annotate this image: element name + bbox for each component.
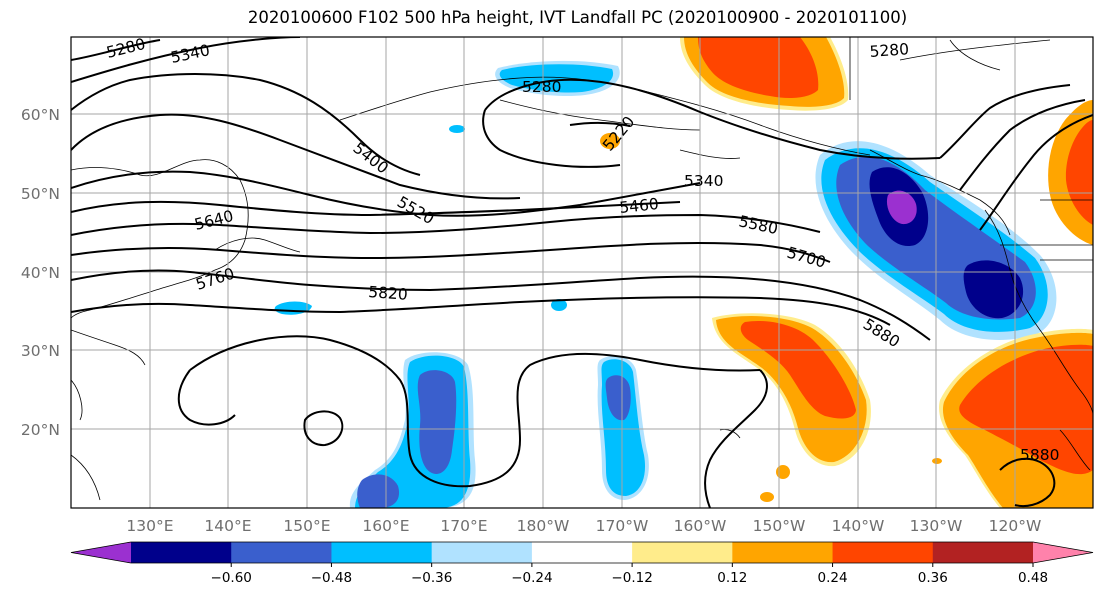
colorbar-tick-label: 0.12 (717, 570, 747, 586)
colorbar-segment (431, 542, 533, 563)
shade-pos-alaska-red (698, 37, 819, 98)
height-contours (71, 37, 1093, 508)
colorbar-segment (832, 542, 934, 563)
shade-pos-spot-a (776, 465, 790, 479)
longitude-labels: 130°E 140°E 150°E 160°E 170°E 180°W 170°… (126, 517, 1041, 535)
colorbar-tick-label: 0.24 (818, 570, 848, 586)
colorbar-segment (531, 542, 633, 563)
shade-pos-canada-red (1065, 120, 1093, 225)
colorbar-tick-label: −0.48 (311, 570, 352, 586)
shade-pos-pac-orange (716, 316, 867, 463)
lon-label-130e: 130°E (126, 517, 173, 535)
shade-pos-spot-b (760, 492, 774, 502)
contour-label: 5880 (1020, 446, 1059, 464)
contour-label: 5280 (869, 40, 910, 61)
lon-label-140w: 140°W (832, 517, 885, 535)
lon-label-160w: 160°W (674, 517, 727, 535)
lat-label-30n: 30°N (21, 342, 60, 360)
shade-pos-pac-red (740, 320, 856, 419)
lon-label-170e: 170°E (440, 517, 487, 535)
lat-label-60n: 60°N (21, 106, 60, 124)
shade-neg-band2-blue (605, 375, 631, 421)
lon-label-160e: 160°E (362, 517, 409, 535)
lon-label-150w: 150°W (753, 517, 806, 535)
colorbar-tick-label: −0.36 (411, 570, 452, 586)
colorbar-tick-label: −0.60 (211, 570, 252, 586)
shade-pos-spot-d (600, 133, 620, 149)
latitude-labels: 60°N 50°N 40°N 30°N 20°N (21, 106, 60, 439)
shade-neg-purple (886, 190, 917, 225)
shade-neg-bering-spot (449, 125, 465, 133)
lon-label-150e: 150°E (283, 517, 330, 535)
lon-label-130w: 130°W (910, 517, 963, 535)
colorbar-segment (632, 542, 733, 563)
lat-label-40n: 40°N (21, 264, 60, 282)
shade-neg-navy-south (963, 260, 1024, 319)
colorbar-tick-label: 0.48 (1018, 570, 1048, 586)
colorbar-extend-high (1033, 542, 1093, 563)
lon-label-180w: 180°W (517, 517, 570, 535)
lon-label-140e: 140°E (204, 517, 251, 535)
lat-label-20n: 20°N (21, 421, 60, 439)
colorbar-segment (131, 542, 232, 563)
colorbar-tick-label: −0.24 (511, 570, 552, 586)
lat-label-50n: 50°N (21, 185, 60, 203)
shade-neg-band1-blue (417, 370, 457, 474)
shade-pos-mex-red (959, 344, 1093, 475)
colorbar-tick-label: −0.12 (611, 570, 652, 586)
contour-label: 5340 (684, 172, 723, 190)
colorbar-segment (932, 542, 1034, 563)
lon-label-170w: 170°W (596, 517, 649, 535)
shade-neg-band1-blue2 (357, 474, 400, 508)
lon-label-120w: 120°W (989, 517, 1042, 535)
colorbar-segment (331, 542, 433, 563)
shade-pos-mex-spot (1063, 483, 1093, 508)
map-frame (70, 36, 1094, 509)
colorbar-segment (732, 542, 834, 563)
ivt-shading (274, 37, 1093, 508)
colorbar-segment (231, 542, 332, 563)
colorbar-outline (70, 541, 1094, 564)
graticule (71, 37, 1093, 508)
contour-label: 5820 (368, 283, 409, 304)
shade-neg-spot-b (551, 299, 567, 311)
colorbar: −0.60 −0.48 −0.36 −0.24 −0.12 0.12 0.24 0.36 0.4… (70, 541, 1094, 586)
contour-label: 5460 (619, 195, 660, 217)
colorbar-tick-label: 0.36 (918, 570, 948, 586)
colorbar-extend-low (71, 542, 131, 563)
contour-label: 5280 (522, 78, 561, 96)
shade-pos-spot-c (932, 458, 942, 464)
map-title: 2020100600 F102 500 hPa height, IVT Land… (247, 8, 908, 27)
